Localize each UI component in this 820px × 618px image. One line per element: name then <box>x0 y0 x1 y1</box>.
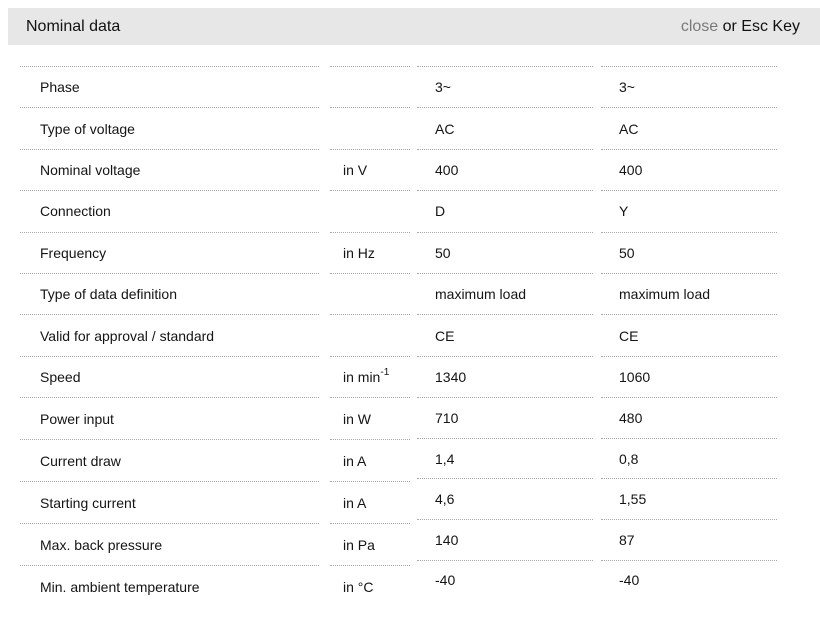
row-unit-text: in min <box>343 368 381 385</box>
row-unit: in °C <box>330 565 410 607</box>
row-unit-text: in V <box>343 161 368 178</box>
row-label: Valid for approval / standard <box>20 314 319 355</box>
row-unit: in Hz <box>330 231 410 273</box>
row-value-col1: 50 <box>417 231 593 273</box>
row-value-col1: D <box>417 190 593 231</box>
row-label: Max. back pressure <box>20 523 319 565</box>
row-label: Speed <box>20 355 319 397</box>
row-value-col1: -40 <box>417 559 593 601</box>
row-value-col2: 50 <box>601 231 777 273</box>
row-value-col1: maximum load <box>417 272 593 314</box>
row-value-col2: 0,8 <box>601 437 777 479</box>
row-value-col1: CE <box>417 314 593 355</box>
row-value-col2: 3~ <box>601 66 777 107</box>
row-label: Starting current <box>20 481 319 523</box>
row-label: Min. ambient temperature <box>20 565 319 607</box>
close-hint: close or Esc Key <box>681 18 800 36</box>
row-unit-text: in Pa <box>343 536 375 553</box>
row-label: Type of data definition <box>20 272 319 314</box>
row-value-col1: 1,4 <box>417 437 593 479</box>
row-value-col1: 3~ <box>417 66 593 107</box>
row-value-col1: AC <box>417 107 593 148</box>
row-unit: in V <box>330 148 410 190</box>
close-button[interactable]: close <box>680 17 719 35</box>
row-unit: in A <box>330 439 410 481</box>
row-value-col2: 1,55 <box>601 478 777 519</box>
row-value-col2: 400 <box>601 148 777 190</box>
row-label: Nominal voltage <box>20 148 319 190</box>
table-values-grid: 3~ 3~ AC AC 400 400 D Y 50 50 maximum load maximum … <box>417 66 777 607</box>
row-unit: in A <box>330 481 410 523</box>
row-value-col1: 4,6 <box>417 478 593 519</box>
row-value-col2: AC <box>601 107 777 148</box>
row-value-col2: 87 <box>601 518 777 560</box>
row-value-col2: CE <box>601 314 777 355</box>
row-label: Connection <box>20 190 319 231</box>
row-value-col1: 1340 <box>417 355 593 397</box>
row-unit-superscript: -1 <box>380 366 390 378</box>
row-unit <box>330 107 410 148</box>
close-hint-suffix: or Esc Key <box>718 17 800 35</box>
table-labels-units-grid: Phase Type of voltage Nominal voltage in V C… <box>20 66 410 607</box>
row-unit <box>330 314 410 355</box>
row-value-col2: Y <box>601 190 777 231</box>
nominal-data-table: Phase Type of voltage Nominal voltage in V C… <box>20 66 777 607</box>
row-unit-text: in °C <box>343 578 374 595</box>
dialog-header: Nominal data close or Esc Key <box>8 8 820 45</box>
row-unit-text: in A <box>343 494 367 511</box>
row-unit-text: in A <box>343 452 367 469</box>
row-unit <box>330 272 410 314</box>
row-label: Current draw <box>20 439 319 481</box>
row-unit-text: in Hz <box>343 244 375 261</box>
row-value-col2: -40 <box>601 559 777 601</box>
row-unit: in Pa <box>330 523 410 565</box>
row-value-col1: 710 <box>417 397 593 438</box>
row-value-col2: 1060 <box>601 355 777 397</box>
row-label: Power input <box>20 397 319 439</box>
row-unit <box>330 190 410 231</box>
row-value-col1: 400 <box>417 148 593 190</box>
row-label: Type of voltage <box>20 107 319 148</box>
row-label: Phase <box>20 66 319 107</box>
row-unit-text: in W <box>343 410 371 427</box>
row-label: Frequency <box>20 231 319 273</box>
dialog-title: Nominal data <box>26 17 121 35</box>
row-unit <box>330 66 410 107</box>
row-unit: in min -1 <box>330 355 410 397</box>
row-value-col1: 140 <box>417 518 593 560</box>
row-value-col2: maximum load <box>601 272 777 314</box>
row-unit: in W <box>330 397 410 439</box>
row-value-col2: 480 <box>601 397 777 438</box>
